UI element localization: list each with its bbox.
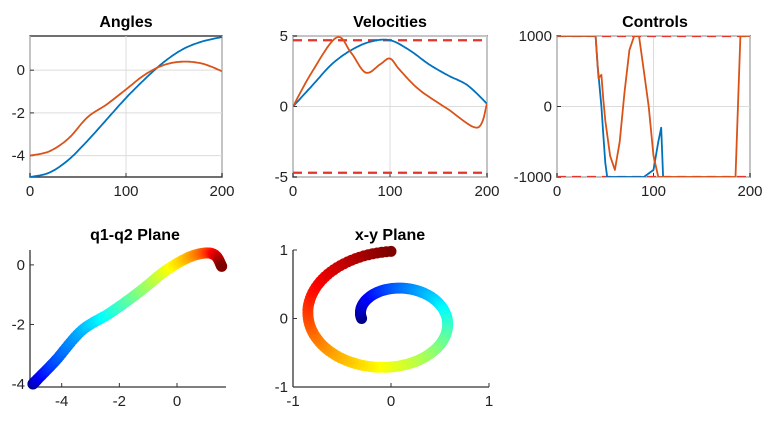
chart-title-q1-q2-plane: q1-q2 Plane [90, 227, 180, 244]
x-tick-label: 0 [289, 183, 297, 200]
y-tick-label: 0 [280, 311, 288, 328]
x-tick-label: 0 [26, 183, 34, 200]
scatter-points [27, 247, 228, 390]
y-tick-label: -4 [12, 148, 25, 165]
x-tick-label: 100 [641, 183, 666, 200]
x-tick-label: -2 [113, 393, 126, 410]
y-tick-label: -2 [12, 105, 25, 122]
y-tick-label: 0 [17, 62, 25, 79]
y-tick-label: -4 [12, 376, 25, 393]
y-tick-label: -5 [275, 169, 288, 186]
series-line-2 [557, 36, 750, 177]
y-tick-label: 0 [17, 257, 25, 274]
y-tick-label: -2 [12, 316, 25, 333]
x-tick-label: 100 [377, 183, 402, 200]
y-tick-label: 5 [280, 28, 288, 45]
x-tick-label: -4 [55, 393, 68, 410]
panel-q1-q2-plane: q1-q2 Plane -4 -2 0 0 -2 -4 [12, 227, 228, 410]
chart-title-controls: Controls [622, 14, 688, 31]
chart-title-x-y-plane: x-y Plane [355, 227, 425, 244]
x-tick-label: 1 [485, 393, 493, 410]
x-tick-label: 200 [737, 183, 762, 200]
chart-title-angles: Angles [99, 14, 152, 31]
x-tick-label: 100 [113, 183, 138, 200]
scatter-points [302, 245, 454, 373]
series-line-1 [293, 38, 487, 108]
x-tick-label: 0 [553, 183, 561, 200]
chart-title-velocities: Velocities [353, 14, 427, 31]
y-tick-label: 1000 [519, 28, 552, 45]
series-line-2 [30, 60, 222, 157]
y-tick-label: 0 [280, 99, 288, 116]
series-line-1 [30, 36, 222, 177]
panel-x-y-plane: x-y Plane -1 0 1 1 0 -1 [275, 227, 494, 410]
y-tick-label: -1000 [514, 169, 552, 186]
panel-angles: Angles 0 100 200 0 -2 -4 [12, 14, 235, 200]
x-tick-label: 0 [387, 393, 395, 410]
x-tick-label: 0 [173, 393, 181, 410]
y-tick-label: 1 [280, 242, 288, 259]
x-tick-label: -1 [286, 393, 299, 410]
scatter-point [385, 245, 397, 257]
x-tick-label: 200 [474, 183, 499, 200]
scatter-point [216, 260, 228, 272]
series-line-2 [293, 36, 487, 129]
y-tick-label: 0 [544, 99, 552, 116]
y-tick-label: -1 [275, 379, 288, 396]
x-tick-label: 200 [209, 183, 234, 200]
